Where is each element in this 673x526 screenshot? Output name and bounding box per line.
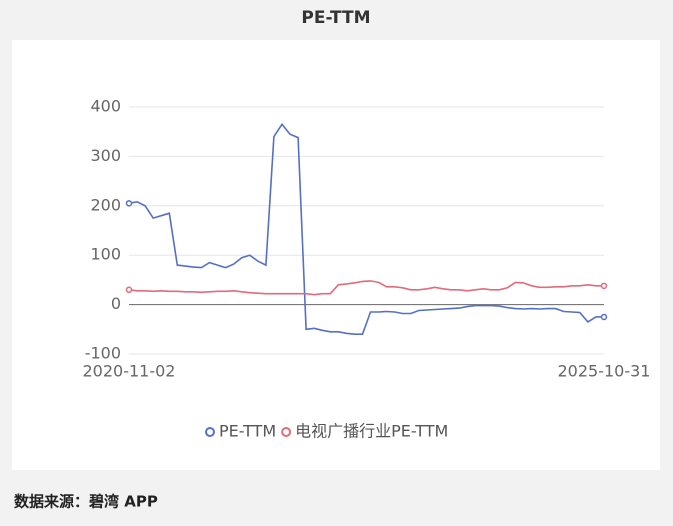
end-point: [600, 313, 608, 321]
legend-marker: [281, 427, 292, 437]
legend-marker: [205, 427, 215, 437]
legend-label: PE-TTM: [219, 422, 276, 441]
end-point: [125, 286, 133, 294]
y-tick-label: 300: [90, 146, 121, 165]
y-tick-label: 100: [90, 245, 121, 264]
x-tick-label: 2025-10-31: [558, 362, 651, 381]
end-point: [125, 200, 133, 207]
series-line: [128, 122, 604, 335]
series-line: [128, 280, 604, 296]
y-tick-label: 0: [111, 294, 121, 313]
end-point: [600, 282, 608, 290]
y-tick-label: -100: [85, 344, 121, 363]
source: 数据来源：碧湾 APP: [14, 493, 158, 511]
legend-label: 电视广播行业PE-TTM: [295, 422, 448, 441]
y-tick-label: 400: [90, 97, 121, 116]
y-tick-label: 200: [90, 195, 121, 214]
x-tick-label: 2020-11-02: [83, 362, 176, 381]
chart-title: PE-TTM: [301, 8, 370, 28]
